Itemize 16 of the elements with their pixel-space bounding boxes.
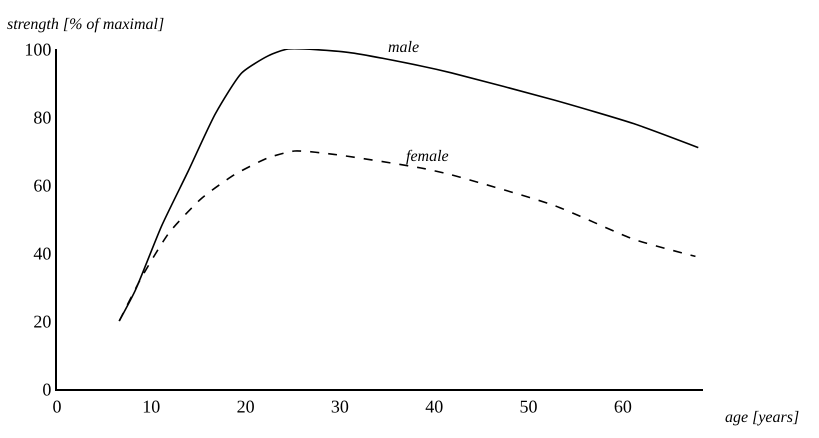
x-tick-label: 10 [142, 396, 160, 417]
x-tick-label: 50 [520, 396, 538, 417]
y-tick-label: 20 [33, 311, 52, 332]
x-tick-label: 40 [425, 396, 444, 417]
y-tick-label: 100 [24, 39, 52, 60]
y-tick-label: 0 [42, 379, 52, 400]
x-tick-label: 60 [614, 396, 632, 417]
series-label: male [388, 39, 420, 56]
y-tick-label: 80 [33, 107, 52, 128]
series-label: female [406, 148, 449, 165]
x-axis-title: age [years] [725, 409, 800, 426]
y-tick-label: 60 [33, 175, 52, 196]
x-tick-label: 30 [330, 396, 349, 417]
y-axis-title: strength [% of maximal] [7, 16, 164, 33]
y-tick-label: 40 [33, 243, 52, 264]
x-tick-label: 20 [236, 396, 255, 417]
